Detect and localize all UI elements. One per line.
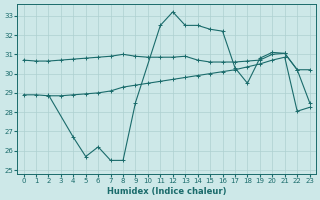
- X-axis label: Humidex (Indice chaleur): Humidex (Indice chaleur): [107, 187, 226, 196]
